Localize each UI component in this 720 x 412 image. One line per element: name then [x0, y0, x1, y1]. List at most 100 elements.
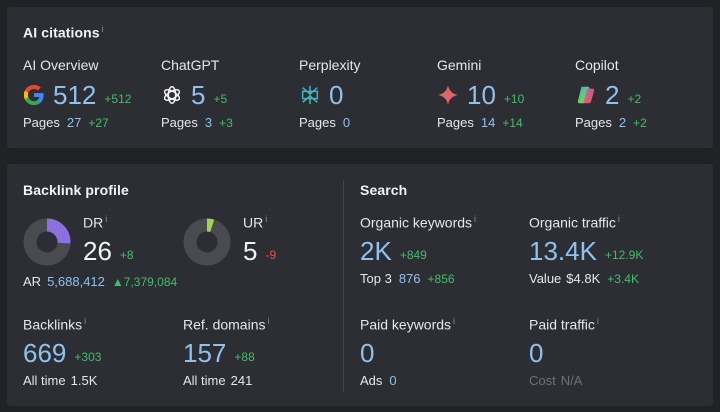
ar-value[interactable]: 5,688,412	[47, 274, 105, 289]
paid-traffic-metric[interactable]: Paid traffic i 0 Cost N/A	[529, 316, 599, 388]
pages-count[interactable]: 27	[66, 115, 82, 130]
ai-citations-panel: AI citations i AI Overview 512 +512 Pages…	[7, 7, 713, 148]
engine-label: Gemini	[437, 57, 482, 73]
organic-traffic-metric[interactable]: Organic traffic i 13.4K +12.9K Value $4.8…	[529, 214, 643, 286]
dr-value: 26	[83, 236, 112, 266]
ref-domains-value[interactable]: 157	[183, 338, 227, 368]
engine-label: AI Overview	[23, 57, 99, 73]
all-time-label: All time	[183, 373, 226, 388]
pages-label: Pages	[23, 115, 60, 130]
pages-count[interactable]: 14	[480, 115, 496, 130]
pages-count[interactable]: 2	[618, 115, 627, 130]
pages-delta: +27	[88, 116, 109, 130]
pages-delta: +3	[219, 116, 233, 130]
ref-domains-delta: +88	[234, 350, 255, 364]
pages-count[interactable]: 3	[204, 115, 213, 130]
all-time-value: 241	[230, 373, 253, 388]
dr-delta: +8	[119, 248, 134, 262]
paid-traffic-label: Paid traffic	[529, 316, 595, 333]
engine-label: Perplexity	[299, 57, 361, 73]
organic-keywords-delta: +849	[399, 248, 427, 262]
chatgpt-icon	[161, 84, 183, 106]
organic-keywords-value[interactable]: 2K	[360, 236, 392, 266]
pages-delta: +2	[633, 116, 647, 130]
backlinks-value[interactable]: 669	[23, 338, 67, 368]
section-divider	[343, 180, 344, 392]
organic-traffic-label: Organic traffic	[529, 214, 616, 231]
citation-delta: +5	[213, 92, 228, 106]
paid-keywords-label: Paid keywords	[360, 316, 452, 333]
pages-label: Pages	[575, 115, 612, 130]
pages-delta: +14	[502, 116, 523, 130]
ar-change-value: 7,379,084	[123, 275, 178, 289]
gemini-metric[interactable]: Gemini 10 +10 Pages 14 +14	[437, 57, 567, 130]
pages-label: Pages	[299, 115, 336, 130]
info-icon[interactable]: i	[101, 24, 104, 34]
copilot-icon	[575, 84, 597, 106]
paid-keywords-metric[interactable]: Paid keywords i 0 Ads 0	[360, 316, 455, 388]
ads-label: Ads	[360, 373, 383, 388]
ai-overview-metric[interactable]: AI Overview 512 +512 Pages 27 +27	[23, 57, 153, 130]
info-icon[interactable]: i	[265, 214, 268, 224]
ur-value: 5	[243, 236, 258, 266]
pages-label: Pages	[161, 115, 198, 130]
dr-label: DR	[83, 214, 104, 231]
citation-count[interactable]: 512	[53, 80, 97, 110]
cost-value: N/A	[560, 373, 583, 388]
ai-citations-title-text: AI citations	[23, 24, 100, 41]
copilot-metric[interactable]: Copilot	[575, 57, 705, 130]
backlinks-delta: +303	[74, 350, 102, 364]
organic-keywords-metric[interactable]: Organic keywords i 2K +849 Top 3 876 +856	[360, 214, 476, 286]
google-icon	[23, 84, 45, 106]
ai-citations-title: AI citations i	[23, 24, 104, 41]
info-icon[interactable]: i	[617, 214, 620, 224]
all-time-label: All time	[23, 373, 66, 388]
backlinks-label: Backlinks	[23, 316, 83, 333]
pages-count[interactable]: 0	[342, 115, 351, 130]
ur-label: UR	[243, 214, 264, 231]
overview-panel: Backlink profile DR i 26 +8 UR i 5 -9 AR 5…	[7, 164, 713, 406]
perplexity-icon	[299, 84, 321, 106]
paid-traffic-value[interactable]: 0	[529, 338, 544, 368]
traffic-value-label: Value	[529, 271, 562, 286]
chatgpt-metric[interactable]: ChatGPT 5 +5 Pages 3 +3	[161, 57, 291, 130]
pages-label: Pages	[437, 115, 474, 130]
citation-count[interactable]: 5	[191, 80, 206, 110]
info-icon[interactable]: i	[596, 316, 599, 326]
traffic-value-delta: +3.4K	[607, 272, 639, 286]
info-icon[interactable]: i	[453, 316, 456, 326]
ads-value[interactable]: 0	[389, 373, 397, 388]
citation-count[interactable]: 0	[329, 80, 344, 110]
citation-delta: +512	[104, 92, 132, 106]
info-icon[interactable]: i	[105, 214, 108, 224]
paid-keywords-value[interactable]: 0	[360, 338, 375, 368]
perplexity-metric[interactable]: Perplexity 0 Pages 0	[299, 57, 429, 130]
url-rating-metric[interactable]: UR i 5 -9	[243, 214, 276, 266]
ref-domains-label: Ref. domains	[183, 316, 266, 333]
ref-domains-metric[interactable]: Ref. domains i 157 +88 All time 241	[183, 316, 269, 388]
domain-rating-metric[interactable]: DR i 26 +8	[83, 214, 134, 266]
citation-count[interactable]: 10	[467, 80, 496, 110]
citation-delta: +10	[503, 92, 525, 106]
citation-count[interactable]: 2	[605, 80, 620, 110]
all-time-value: 1.5K	[70, 373, 98, 388]
top3-delta: +856	[427, 272, 455, 286]
ahrefs-rank-row: AR 5,688,412 ▲7,379,084	[23, 274, 177, 289]
ur-delta: -9	[265, 248, 277, 262]
cost-label: Cost	[529, 373, 556, 388]
ar-label: AR	[23, 274, 42, 289]
top3-label: Top 3	[360, 271, 392, 286]
backlink-profile-title: Backlink profile	[23, 182, 129, 198]
citation-delta: +2	[627, 92, 642, 106]
info-icon[interactable]: i	[474, 214, 477, 224]
organic-keywords-label: Organic keywords	[360, 214, 473, 231]
engine-label: Copilot	[575, 57, 619, 73]
info-icon[interactable]: i	[267, 316, 270, 326]
info-icon[interactable]: i	[84, 316, 87, 326]
triangle-up-icon: ▲	[111, 275, 124, 289]
top3-value[interactable]: 876	[398, 271, 421, 286]
traffic-value-amount: $4.8K	[566, 271, 601, 286]
backlinks-metric[interactable]: Backlinks i 669 +303 All time 1.5K	[23, 316, 101, 388]
ar-change: ▲7,379,084	[112, 275, 177, 289]
organic-traffic-value[interactable]: 13.4K	[529, 236, 597, 266]
